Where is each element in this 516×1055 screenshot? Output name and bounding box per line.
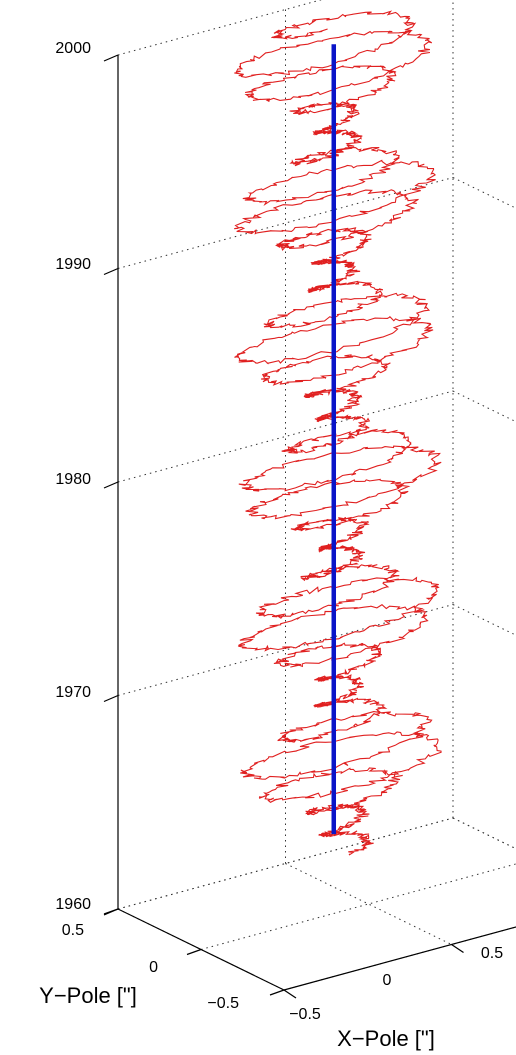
axes-layer bbox=[103, 54, 516, 999]
floor-grid-line-x bbox=[452, 817, 516, 850]
polar-motion-path bbox=[234, 10, 442, 856]
grid-layer bbox=[117, 0, 516, 991]
z-tick-label-1990: 1990 bbox=[55, 256, 91, 273]
z-tick-mark bbox=[103, 481, 119, 489]
z-tick-label-1980: 1980 bbox=[55, 471, 91, 488]
x-tick-label-0: 0 bbox=[383, 972, 392, 989]
grid-line-z-1980 bbox=[117, 390, 454, 483]
x-tick-label-neg0.5: −0.5 bbox=[289, 1006, 321, 1023]
z-tick-label-2000: 2000 bbox=[55, 40, 91, 57]
y-axis-label: Y−Pole ["] bbox=[39, 983, 137, 1008]
y-axis-ticks: 0.5 0 −0.5 bbox=[62, 922, 239, 1012]
grid-line-z-2000 bbox=[117, 0, 323, 56]
z-tick-mark bbox=[103, 54, 119, 62]
y-tick-mark bbox=[186, 948, 202, 956]
grid-line-z-side-1970 bbox=[452, 604, 516, 636]
y-tick-mark bbox=[103, 908, 119, 915]
grid-line-z-side-1960 bbox=[452, 817, 516, 850]
z-tick-label-1960: 1960 bbox=[55, 896, 91, 913]
floor-grid-line-y bbox=[200, 863, 516, 950]
grid-line-z-side-2000 bbox=[453, 0, 516, 45]
z-tick-mark bbox=[103, 694, 119, 703]
y-tick-mark bbox=[269, 989, 285, 996]
grid-line-z-side-1980 bbox=[452, 390, 516, 423]
x-axis-label: X−Pole ["] bbox=[337, 1026, 435, 1051]
x-tick-label-0.5: 0.5 bbox=[481, 945, 503, 962]
y-tick-label-0.5: 0.5 bbox=[62, 922, 84, 939]
floor-grid-line-x bbox=[285, 863, 452, 945]
series-layer bbox=[234, 10, 442, 856]
x-axis-ticks: −0.5 0 0.5 bbox=[289, 945, 503, 1023]
z-axis-ticks: 2000 1990 1980 1970 1960 bbox=[55, 40, 91, 913]
y-tick-label-0: 0 bbox=[149, 959, 158, 976]
z-tick-mark bbox=[103, 267, 119, 276]
x-tick-mark bbox=[451, 944, 464, 953]
z-tick-label-1970: 1970 bbox=[55, 684, 91, 701]
x-tick-mark bbox=[283, 989, 297, 999]
y-tick-label-neg0.5: −0.5 bbox=[207, 995, 239, 1012]
grid-line-z-side-1990 bbox=[452, 177, 516, 209]
